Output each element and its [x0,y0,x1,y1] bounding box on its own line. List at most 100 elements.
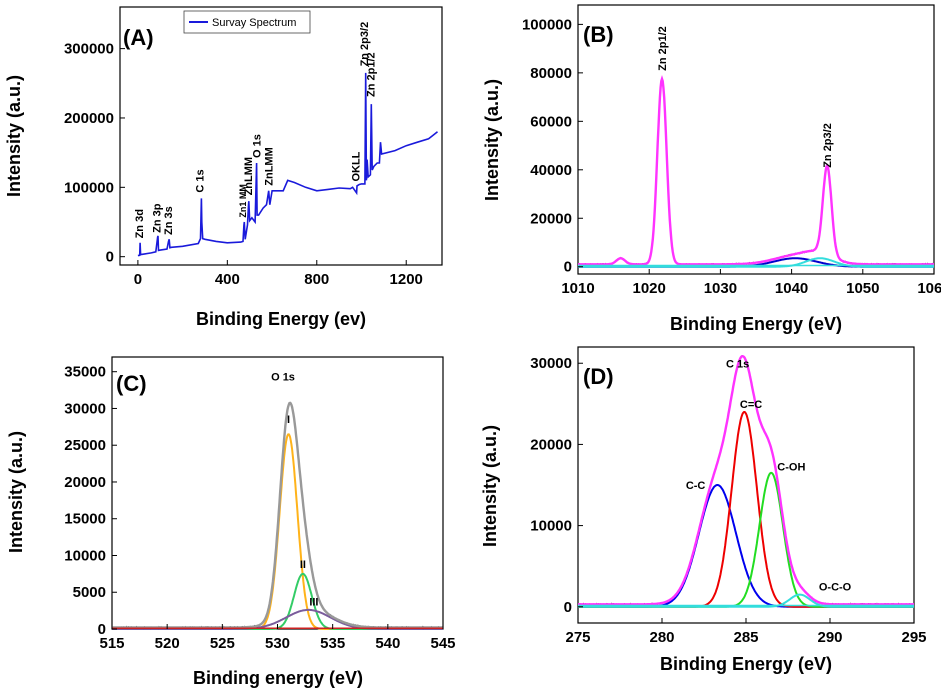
y-tick-label: 25000 [64,437,106,454]
x-tick-label: 1010 [561,280,594,297]
x-tick-label: 1040 [775,280,808,297]
panel-a-frame [119,6,443,266]
panel-a-xlabel: Binding Energy (ev) [196,309,366,329]
peak-annotation: Zn 3d [134,209,146,238]
y-tick-label: 100000 [64,179,114,196]
y-tick-label: 20000 [64,474,106,491]
x-tick-label: 0 [134,271,142,288]
survey-spectrum-line [137,72,438,257]
peak-annotation: ZnLMM [263,147,275,185]
panel-a-legend: Survay Spectrum [183,10,311,34]
panel-d-ylabel: Intensity (a.u.) [480,425,500,547]
peak-annotation: Zn 2p3/2 [822,123,834,168]
peak-annotation: Zn 2p1/2 [365,52,377,97]
x-tick-label: 275 [565,629,590,646]
x-tick-label: 545 [430,635,455,652]
peak-annotation: III [309,596,318,608]
y-tick-label: 5000 [73,584,106,601]
component-c-c [578,411,914,608]
peak-annotation: C-C [686,480,706,492]
peak-annotation: I [287,414,290,426]
component-c-oh [578,471,914,608]
peak-annotation: O-C-O [819,582,852,594]
panel-a-label: (A) [123,25,154,50]
peak-annotation: OKLL [351,151,363,181]
peak-annotation: ZnLMM [243,157,255,195]
y-tick-label: 15000 [64,511,106,528]
peak-annotation: O 1s [251,134,263,158]
y-tick-label: 300000 [64,41,114,58]
panel-d-label: (D) [583,364,614,389]
peak-annotation: Zn 3s [163,206,175,235]
raw-data-line [577,78,935,266]
component-shoulder [578,257,934,268]
panel-c: 515 520 525 530 535 540 545 0 5000 10000 15000 2000… [6,356,456,688]
y-tick-label: 30000 [64,400,106,417]
panel-d-xlabel: Binding Energy (eV) [660,654,832,674]
panel-c-ylabel: Intensity (a.u.) [6,431,26,553]
x-tick-label: 1020 [633,280,666,297]
x-tick-label: 800 [304,271,329,288]
panel-c-frame [111,356,444,630]
peak-annotation: C 1s [726,358,749,370]
x-tick-label: 1030 [704,280,737,297]
y-tick-label: 10000 [530,518,572,535]
panel-b-ylabel: Intensity (a.u.) [482,79,502,201]
envelope-fit-line [578,354,914,606]
x-tick-label: 535 [320,635,345,652]
legend-label: Survay Spectrum [212,17,296,29]
x-tick-label: 400 [215,271,240,288]
x-tick-label: 525 [210,635,235,652]
peak-annotation: C 1s [195,169,207,192]
peak-annotation: Zn 2p3/2 [359,22,371,67]
peak-annotation: Zn1 MM [238,184,248,218]
x-tick-label: 290 [817,629,842,646]
y-tick-label: 40000 [530,162,572,179]
x-tick-label: 285 [733,629,758,646]
y-tick-label: 35000 [64,364,106,381]
y-tick-label: 200000 [64,110,114,127]
peak-annotation: II [300,559,306,571]
panel-a-ylabel: Intensity (a.u.) [4,75,24,197]
x-tick-label: 280 [649,629,674,646]
x-tick-label: 295 [901,629,926,646]
x-tick-label: 540 [375,635,400,652]
x-tick-label: 530 [265,635,290,652]
x-tick-label: 520 [155,635,180,652]
legend-box [183,10,311,34]
x-tick-label: 1050 [846,280,879,297]
envelope-fit-line [112,401,443,629]
y-tick-label: 0 [564,599,572,616]
y-tick-label: 60000 [530,113,572,130]
panel-c-xlabel: Binding energy (eV) [193,668,363,688]
y-tick-label: 20000 [530,436,572,453]
component-c-c [578,484,914,608]
envelope-fit-line [578,74,934,266]
panel-b-frame [577,4,935,275]
y-tick-label: 0 [106,249,114,266]
y-tick-label: 30000 [530,355,572,372]
y-tick-label: 20000 [530,210,572,227]
panel-d-frame [577,346,915,624]
peak-annotation: Zn 3p [152,203,164,233]
component-o-c-o [578,593,914,608]
x-tick-label: 515 [99,635,124,652]
panel-b-label: (B) [583,22,614,47]
panel-a: 0 400 800 1200 0 100000 200000 300000 Zn 3d Zn 3… [4,6,443,329]
x-tick-label: 1200 [390,271,423,288]
y-tick-label: 80000 [530,65,572,82]
peak-annotation: O 1s [271,372,295,384]
panel-c-label: (C) [116,371,147,396]
panel-b-xlabel: Binding Energy (eV) [670,314,842,334]
panel-d: 275 280 285 290 295 0 10000 20000 30000 C 1s C=C C… [480,346,927,674]
y-tick-label: 0 [98,621,106,638]
peak-annotation: C=C [740,399,762,411]
y-tick-label: 100000 [522,16,572,33]
y-tick-label: 10000 [64,547,106,564]
peak-annotation: Zn 2p1/2 [657,26,669,71]
y-tick-label: 0 [564,259,572,276]
peak-annotation: C-OH [777,461,805,473]
